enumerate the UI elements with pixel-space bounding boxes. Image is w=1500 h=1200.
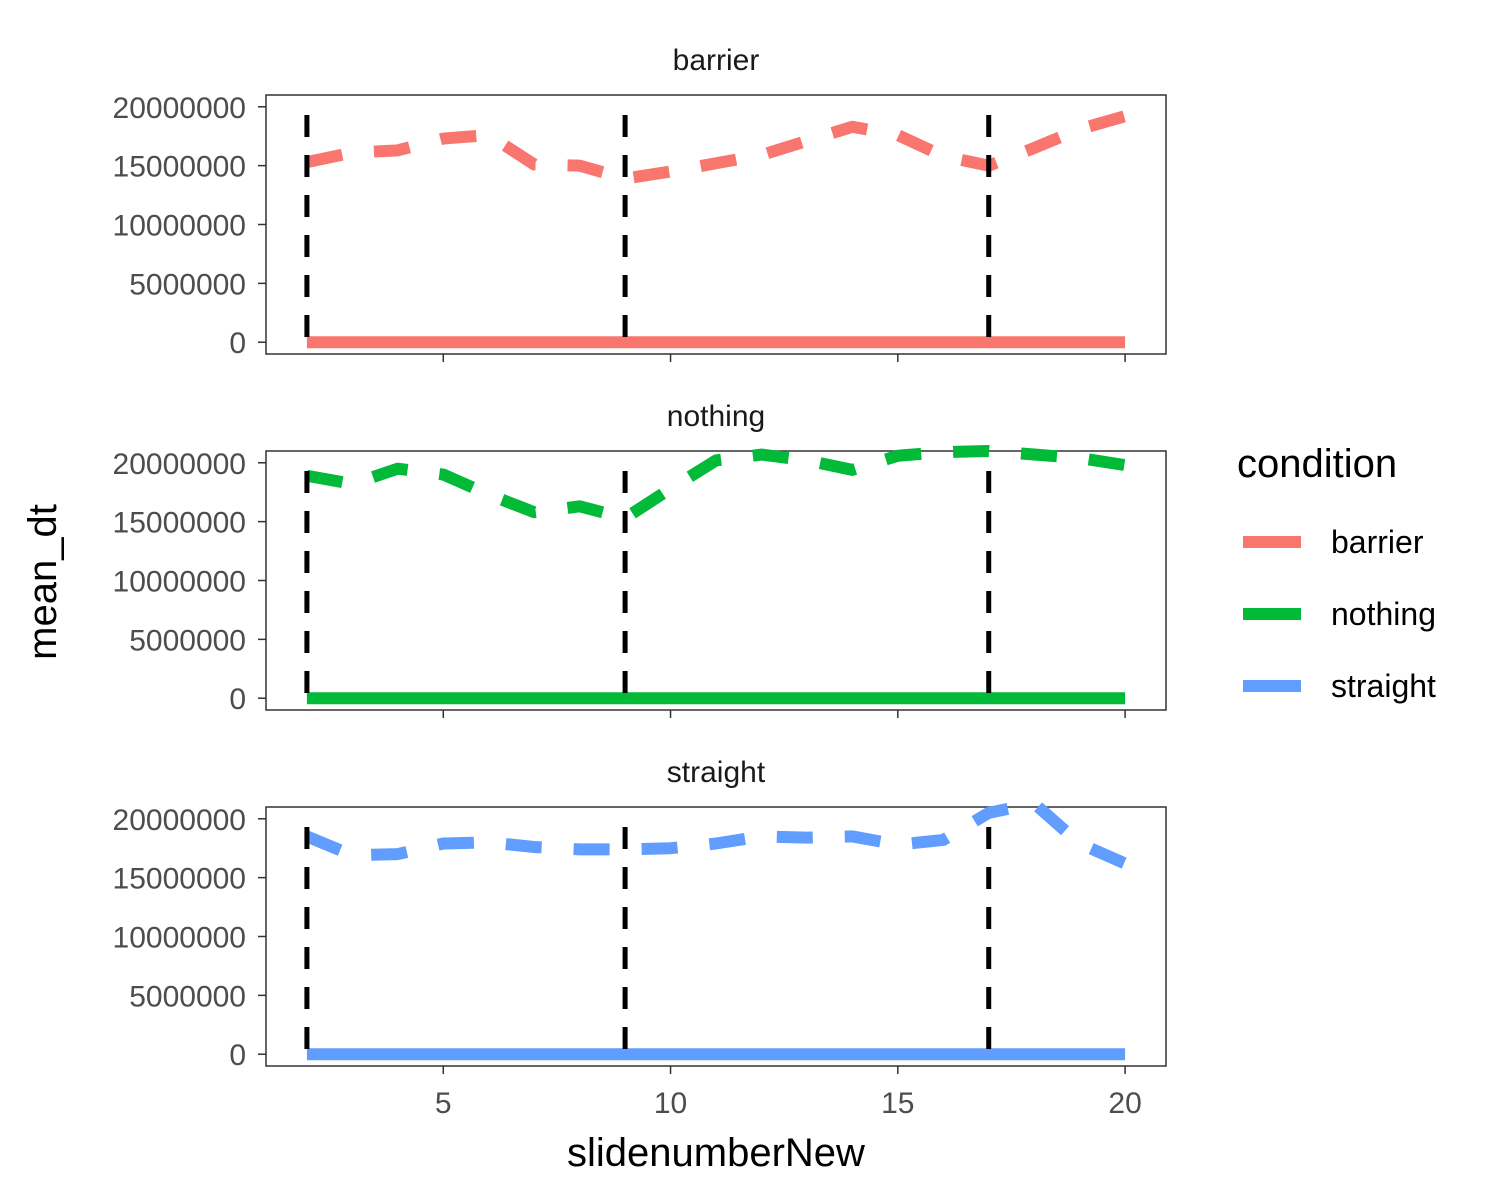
facet-title: barrier — [673, 44, 760, 77]
y-axis-label: mean_dt — [21, 504, 65, 660]
y-tick-label: 5000000 — [129, 268, 246, 301]
facet-panel-straight: straight 0 5000000 10000000 15000000 20000000 — [113, 756, 1167, 1074]
y-tick-label: 15000000 — [113, 863, 246, 896]
y-tick-label: 15000000 — [113, 507, 246, 540]
y-tick-label: 15000000 — [113, 151, 246, 184]
legend-label-barrier: barrier — [1331, 524, 1424, 560]
facet-panels: barrier05000000100000001500000020000000n… — [113, 44, 1167, 1074]
x-tick-label: 20 — [1108, 1087, 1141, 1120]
panel-border — [265, 450, 1167, 711]
x-tick-label: 10 — [654, 1087, 687, 1120]
legend: condition barrier nothing straight — [1237, 442, 1436, 704]
facet-panel-barrier: barrier 0 5000000 10000000 15000000 20000000 — [113, 44, 1167, 362]
y-tick-label: 10000000 — [113, 566, 246, 599]
series-line-barrier — [305, 110, 1127, 185]
y-tick-label: 20000000 — [113, 92, 246, 125]
y-tick-label: 0 — [229, 327, 246, 360]
y-tick-label: 20000000 — [113, 448, 246, 481]
y-tick-label: 5000000 — [129, 624, 246, 657]
panel-border — [265, 94, 1167, 355]
x-tick-label: 5 — [435, 1087, 452, 1120]
y-tick-label: 10000000 — [113, 210, 246, 243]
legend-title: condition — [1237, 442, 1397, 486]
legend-label-nothing: nothing — [1331, 596, 1436, 632]
y-tick-label: 0 — [229, 683, 246, 716]
facet-title: straight — [667, 756, 766, 789]
facet-panel-nothing: nothing 0 5000000 10000000 15000000 20000000 — [113, 400, 1167, 718]
series-line-nothing — [305, 445, 1127, 525]
y-tick-label: 5000000 — [129, 980, 246, 1013]
x-tick-label: 15 — [881, 1087, 914, 1120]
y-tick-label: 0 — [229, 1039, 246, 1072]
series-line-straight — [304, 797, 1128, 870]
x-axis-label: slidenumberNew — [567, 1131, 865, 1175]
y-tick-label: 20000000 — [113, 804, 246, 837]
y-tick-label: 10000000 — [113, 922, 246, 955]
x-axis: 5 10 15 20 — [435, 1087, 1142, 1120]
legend-label-straight: straight — [1331, 668, 1436, 704]
facet-title: nothing — [667, 400, 765, 433]
